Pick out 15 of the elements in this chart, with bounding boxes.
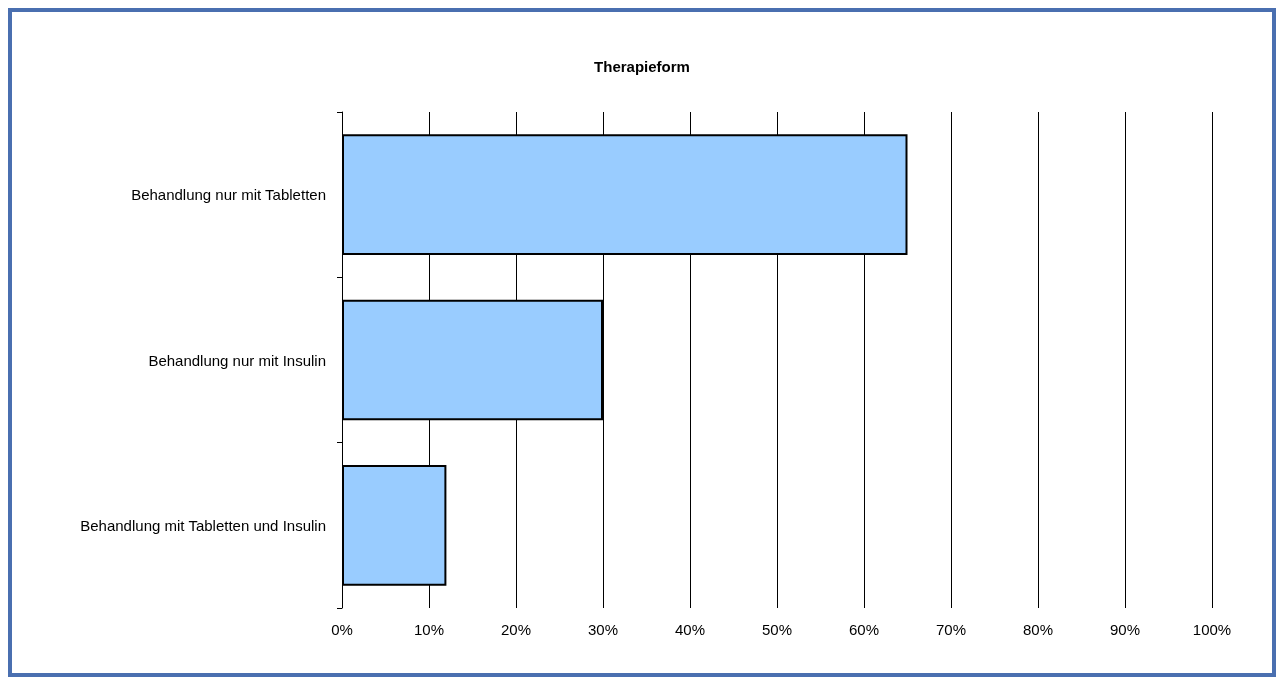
x-tick-label: 100% — [1192, 621, 1232, 638]
x-tick-label: 50% — [761, 621, 793, 638]
x-tick-label: 40% — [674, 621, 706, 638]
chart-title: Therapieform — [594, 58, 690, 75]
y-tick-label: Behandlung nur mit Insulin — [148, 351, 326, 369]
x-tick-label: 80% — [1022, 621, 1054, 638]
x-tick-label: 60% — [848, 621, 880, 638]
y-tick-label: Behandlung mit Tabletten und Insulin — [80, 516, 326, 534]
x-tick-label: 30% — [587, 621, 619, 638]
x-tick-label: 70% — [935, 621, 967, 638]
x-tick-label: 0% — [331, 621, 353, 638]
x-tick-label: 10% — [413, 621, 445, 638]
x-tick-label: 90% — [1109, 621, 1141, 638]
y-tick-label: Behandlung nur mit Tabletten — [131, 186, 326, 204]
x-tick-label: 20% — [500, 621, 532, 638]
